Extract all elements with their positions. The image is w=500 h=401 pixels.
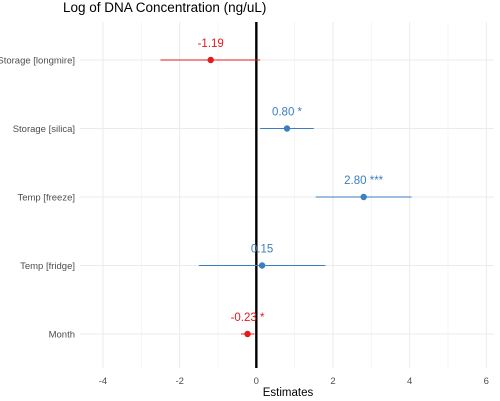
- estimate-point: [283, 125, 291, 132]
- y-category-label: Storage [longmire]: [0, 56, 75, 67]
- y-category-label: Month: [49, 330, 75, 341]
- estimate-point: [244, 330, 251, 338]
- y-category-label: Temp [freeze]: [17, 193, 75, 204]
- grid-lines: [80, 22, 494, 368]
- estimate-value-label: -1.19: [198, 38, 224, 50]
- estimate-point: [360, 193, 367, 201]
- x-tick-label: -2: [175, 376, 183, 387]
- estimate-marks: -1.19 0.80 * 2.80 *** 0.15 -0.23 *: [160, 22, 412, 368]
- y-axis-labels: Storage [longmire] Storage [silica] Temp […: [0, 56, 75, 341]
- estimate-value-label: 2.80 ***: [344, 175, 384, 187]
- estimate-value-label: 0.80 *: [272, 107, 303, 119]
- x-axis-ticks: -4 -2 0 2 4 6: [99, 376, 489, 387]
- x-tick-label: 4: [407, 376, 412, 387]
- estimate-point: [258, 262, 266, 269]
- estimate-value-label: 0.15: [251, 244, 273, 256]
- chart-title: Log of DNA Concentration (ng/uL): [63, 0, 266, 15]
- x-tick-label: 2: [330, 376, 335, 387]
- x-tick-label: 6: [484, 376, 489, 387]
- x-tick-label: -4: [99, 376, 107, 387]
- x-tick-label: 0: [254, 376, 259, 387]
- x-axis-label: Estimates: [263, 387, 314, 399]
- y-category-label: Temp [fridge]: [20, 261, 75, 272]
- estimate-value-label: -0.23 *: [231, 312, 265, 324]
- y-category-label: Storage [silica]: [13, 124, 75, 135]
- estimate-point: [207, 56, 214, 64]
